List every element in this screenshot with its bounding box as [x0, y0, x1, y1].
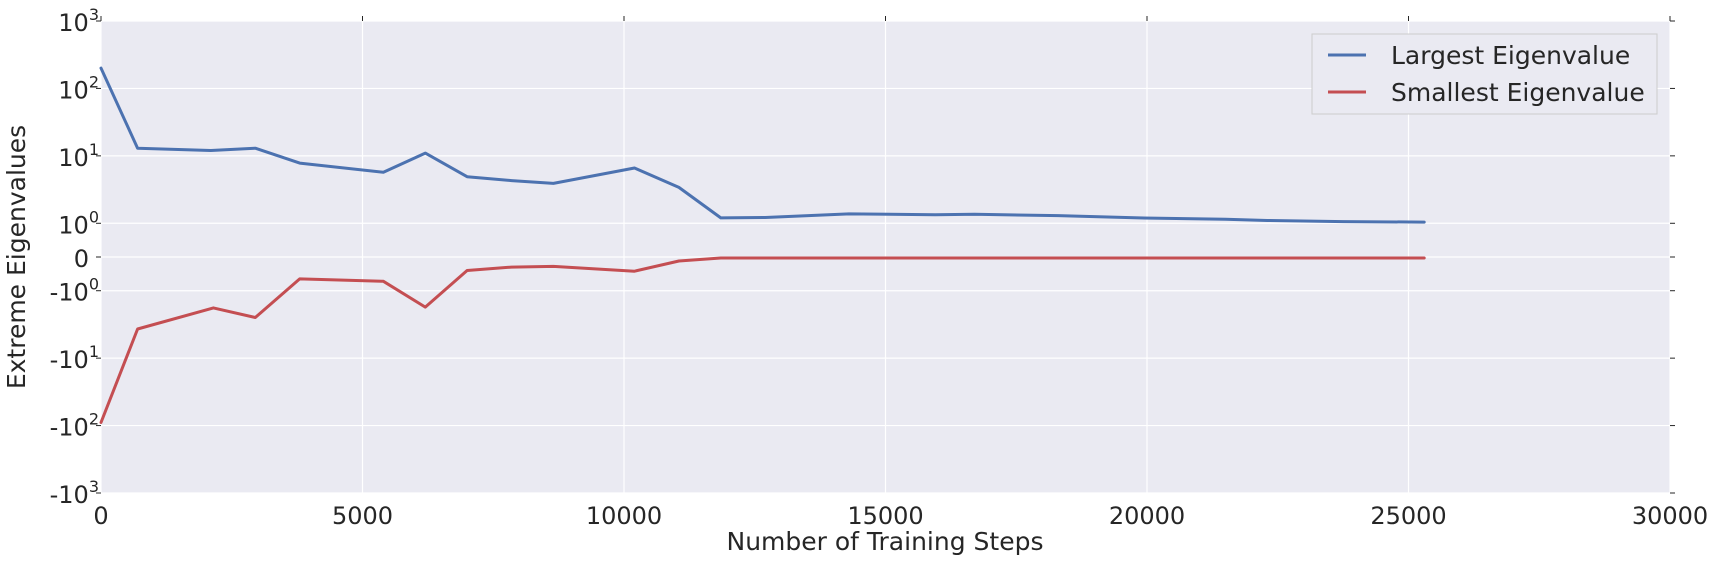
x-tick-label: 30000: [1632, 502, 1708, 530]
y-tick-label: 102: [58, 72, 99, 104]
y-tick-label: 0: [74, 245, 89, 273]
y-tick-label: -103: [50, 477, 99, 509]
y-tick-label: 103: [58, 5, 99, 37]
x-tick-label: 5000: [332, 502, 393, 530]
series-line-1: [99, 256, 1426, 424]
y-tick-label: 100: [58, 207, 99, 239]
y-axis-label: Extreme Eigenvalues: [2, 125, 31, 389]
legend: Largest Eigenvalue Smallest Eigenvalue: [1311, 33, 1658, 115]
series-layer: [99, 66, 1426, 424]
x-tick-label: 20000: [1109, 502, 1185, 530]
x-tick-label: 25000: [1370, 502, 1446, 530]
y-tick-label: -100: [50, 275, 99, 307]
x-axis-label: Number of Training Steps: [727, 527, 1044, 556]
y-tick-label: -101: [50, 342, 99, 374]
x-tick-label: 15000: [847, 502, 923, 530]
y-tick-labels: 103 102 101 100 0-100 -101 -102 -103: [50, 5, 99, 509]
y-tick-label: 101: [58, 140, 99, 172]
x-tick-labels: 0 5000 10000 15000 20000 25000 30000: [93, 502, 1708, 530]
series-line-0: [99, 66, 1426, 224]
legend-label-largest: Largest Eigenvalue: [1391, 41, 1630, 70]
axis-ticks: [96, 16, 1675, 494]
legend-label-smallest: Smallest Eigenvalue: [1391, 78, 1645, 107]
x-tick-label: 10000: [586, 502, 662, 530]
legend-box: [1311, 33, 1658, 115]
x-tick-label: 0: [93, 502, 108, 530]
y-tick-label: -102: [50, 410, 99, 442]
